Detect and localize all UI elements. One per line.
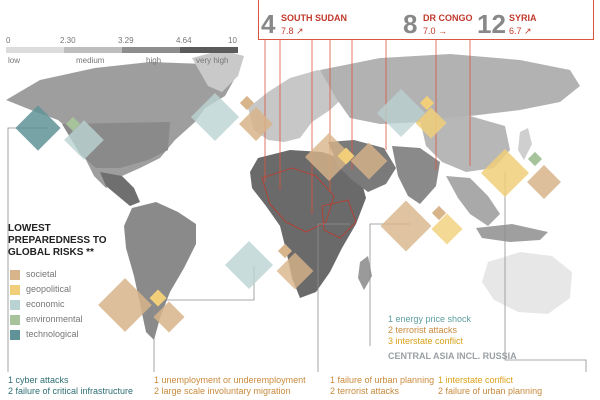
risk-list-central-asia: 1 energy price shock 2 terrorist attacks… bbox=[388, 314, 471, 347]
scale-tick: 4.64 bbox=[176, 36, 192, 45]
scale-segment-medium bbox=[64, 47, 122, 53]
legend-item-technological: technological bbox=[8, 328, 148, 343]
risk-item: 1 failure of urban planning bbox=[330, 375, 435, 385]
country-name: SYRIA bbox=[509, 13, 537, 23]
legend-item-environmental: environmental bbox=[8, 313, 148, 328]
scale-segment-high bbox=[122, 47, 180, 53]
score-value: 7.0 → bbox=[423, 26, 448, 36]
scale-label-medium: medium bbox=[76, 56, 105, 65]
country-name: DR CONGO bbox=[423, 13, 473, 23]
soc-diamond-sa bbox=[380, 200, 432, 252]
soc-diamond-af-small bbox=[277, 243, 293, 259]
swatch bbox=[10, 270, 20, 280]
soc-diamond-me2 bbox=[350, 142, 388, 180]
risk-item: 1 cyber attacks bbox=[8, 375, 69, 385]
score-value: 6.7 ↗ bbox=[509, 26, 532, 36]
econ-diamond-ru bbox=[376, 88, 426, 138]
swatch bbox=[10, 300, 20, 310]
connector-lines bbox=[264, 40, 471, 214]
preparedness-legend: LOWEST PREPAREDNESS TO GLOBAL RISKS ** s… bbox=[8, 223, 148, 343]
rank-number: 4 bbox=[261, 9, 276, 39]
scale-label-very-high: very high bbox=[196, 56, 229, 65]
country-name: SOUTH SUDAN bbox=[281, 13, 348, 23]
scale-label-low: low bbox=[8, 56, 21, 65]
soc-diamond-asia bbox=[527, 165, 561, 199]
fragility-scale: 0 2.30 3.29 4.64 10 low medium high very… bbox=[6, 36, 238, 66]
soc-diamond-latam2 bbox=[153, 301, 185, 333]
swatch bbox=[10, 330, 20, 340]
rank-entry-south-sudan: 4 SOUTH SUDAN 7.8 ↗ bbox=[261, 10, 361, 40]
scale-tick: 3.29 bbox=[118, 36, 134, 45]
scale-bar bbox=[6, 47, 238, 53]
scale-tick: 10 bbox=[228, 36, 237, 45]
geo-diamond-ru bbox=[415, 107, 447, 139]
geo-diamond-asia bbox=[480, 148, 530, 198]
econ-diamond-eu bbox=[190, 92, 240, 142]
top-fragile-states-box: 4 SOUTH SUDAN 7.8 ↗ 8 DR CONGO 7.0 → 12 … bbox=[258, 0, 594, 40]
trend-up-icon: ↗ bbox=[524, 26, 532, 36]
region-label-central-asia: CENTRAL ASIA INCL. RUSSIA bbox=[388, 351, 517, 361]
fragile-states-outline bbox=[261, 167, 335, 233]
risk-item: 1 interstate conflict bbox=[438, 375, 514, 385]
australia-landmass bbox=[482, 252, 572, 314]
risk-item: 3 interstate conflict bbox=[388, 336, 464, 346]
legend-title: LOWEST PREPAREDNESS TO GLOBAL RISKS ** bbox=[8, 223, 107, 258]
risk-item: 1 unemployment or underemployment bbox=[154, 375, 306, 385]
risk-list-north-america: 1 cyber attacks 2 failure of critical in… bbox=[8, 375, 133, 397]
econ-diamond-af bbox=[224, 240, 274, 290]
geo-diamond-ru-small bbox=[419, 95, 435, 111]
scale-tick: 0 bbox=[6, 36, 11, 45]
greenland-landmass bbox=[192, 50, 244, 92]
soc-diamond-sa-small bbox=[431, 205, 447, 221]
soc-diamond-latam bbox=[98, 278, 152, 332]
scale-segment-very-high bbox=[180, 47, 238, 53]
scale-segment-low bbox=[6, 47, 64, 53]
tech-diamond-na bbox=[15, 105, 61, 151]
russia-landmass bbox=[320, 54, 580, 124]
risk-list-middle-east: 1 failure of urban planning 2 terrorist … bbox=[330, 375, 434, 397]
legend-item-economic: economic bbox=[8, 298, 148, 313]
east-africa-outline bbox=[321, 199, 357, 239]
scale-label-high: high bbox=[146, 56, 162, 65]
madagascar-landmass bbox=[358, 256, 372, 290]
risk-item: 2 terrorist attacks bbox=[330, 386, 400, 396]
legend-item-geopolitical: geopolitical bbox=[8, 283, 148, 298]
risk-item: 2 large scale involuntary migration bbox=[154, 386, 291, 396]
rank-number: 12 bbox=[477, 9, 506, 39]
geo-diamond-me bbox=[337, 147, 355, 165]
indonesia-landmass bbox=[476, 224, 548, 242]
japan-landmass bbox=[518, 128, 532, 160]
score-value: 7.8 ↗ bbox=[281, 26, 304, 36]
africa-landmass bbox=[250, 150, 366, 298]
soc-diamond-me bbox=[304, 132, 354, 182]
geo-diamond-sa bbox=[431, 213, 463, 245]
trend-flat-icon: → bbox=[438, 26, 448, 36]
risk-list-latin-america: 1 unemployment or underemployment 2 larg… bbox=[154, 375, 306, 397]
soc-diamond-af bbox=[276, 252, 314, 290]
china-landmass bbox=[420, 116, 510, 172]
risk-item: 2 failure of urban planning bbox=[438, 386, 543, 396]
central-america-landmass bbox=[100, 172, 140, 206]
geo-diamond-latam bbox=[149, 289, 167, 307]
risk-diamonds bbox=[15, 88, 561, 333]
trend-up-icon: ↗ bbox=[296, 26, 304, 36]
legend-item-societal: societal bbox=[8, 268, 148, 283]
scale-tick: 2.30 bbox=[60, 36, 76, 45]
econ-diamond-na bbox=[64, 120, 104, 160]
swatch bbox=[10, 285, 20, 295]
env-diamond-asia bbox=[527, 151, 543, 167]
south-asia-landmass bbox=[392, 146, 440, 204]
rank-entry-dr-congo: 8 DR CONGO 7.0 → bbox=[403, 10, 493, 40]
rank-number: 8 bbox=[403, 9, 418, 39]
risk-item: 1 energy price shock bbox=[388, 314, 472, 324]
swatch bbox=[10, 315, 20, 325]
southeast-asia-landmass bbox=[446, 176, 500, 226]
risk-item: 2 terrorist attacks bbox=[388, 325, 458, 335]
risk-item: 2 failure of critical infrastructure bbox=[8, 386, 134, 396]
rank-entry-syria: 12 SYRIA 6.7 ↗ bbox=[477, 10, 587, 40]
risk-list-south-asia: 1 interstate conflict 2 failure of urban… bbox=[438, 375, 542, 397]
